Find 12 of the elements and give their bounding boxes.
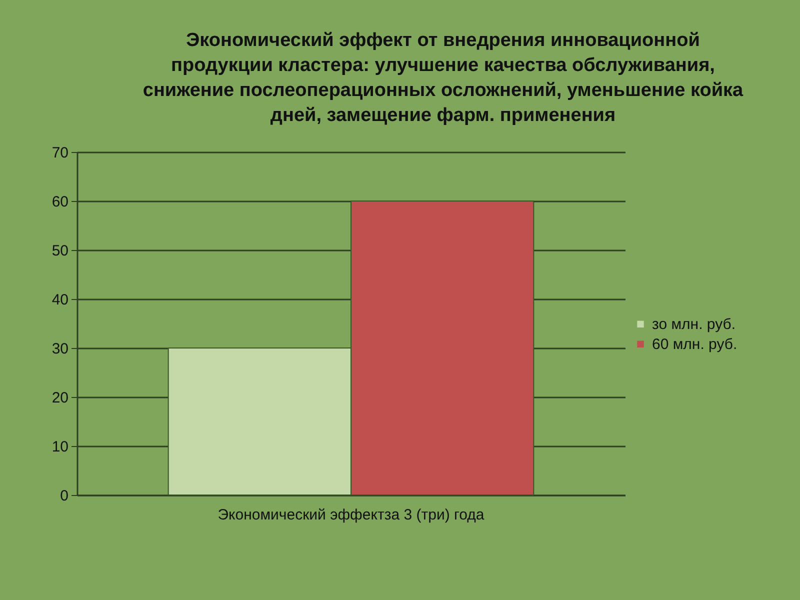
y-tick-label: 50 [52,242,68,260]
y-tick-label: 0 [60,488,68,504]
legend-label: зо млн. руб. [652,316,736,334]
x-tick-label: Экономический эффектза 3 (три) года [218,506,485,524]
y-tick-label: 10 [52,438,68,456]
y-tick-label: 40 [52,292,68,308]
y-tick-label: 70 [52,144,68,162]
legend-label: 60 млн. руб. [652,336,738,354]
chart-title: Экономический эффект от внедрения инновационной продукции кластера: улучшение качества обслуживания, снижение послеоперационных осложнений, уменьшение койка дней, замещение фарм. применения [142,30,744,126]
y-tick-label: 60 [52,194,68,210]
y-tick-label: 30 [52,340,68,358]
y-tick-label: 20 [52,390,68,406]
